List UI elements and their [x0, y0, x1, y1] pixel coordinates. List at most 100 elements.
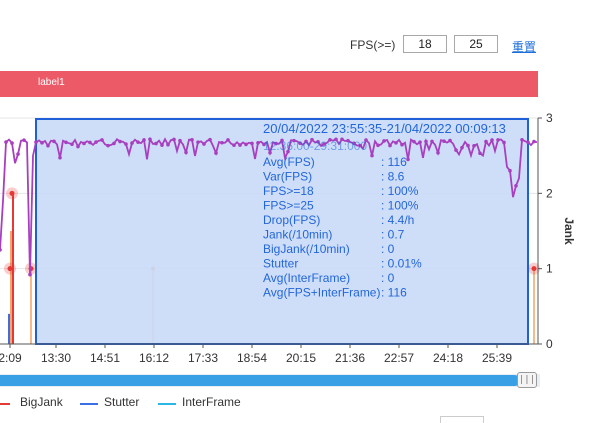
scrollbar-drag-handle[interactable]: |||: [517, 372, 537, 388]
fps-point: [34, 140, 38, 144]
fps-point: [196, 140, 200, 144]
reset-button[interactable]: 重置: [512, 40, 537, 54]
fps-point: [226, 138, 230, 142]
stat-value: : 100%: [381, 184, 419, 198]
fps-point: [346, 138, 350, 143]
fps-point: [328, 138, 332, 142]
fps-point: [370, 153, 374, 158]
chart-marks: [4, 187, 540, 344]
selection-time-range: 20/04/2022 23:55:35-21/04/2022 00:09:13: [263, 121, 506, 136]
stat-label: Avg(FPS): [263, 155, 315, 169]
fps-point: [292, 138, 296, 143]
fps-point: [382, 139, 386, 143]
stat-value: : 0: [381, 242, 395, 256]
fps-point: [154, 141, 158, 146]
fps-timeline-chart[interactable]: 2:09 13:30 14:51 16:12 17:33 18:54 20:15 21:36 2…: [0, 100, 600, 372]
fps-point: [310, 137, 314, 142]
fps-point: [76, 144, 80, 149]
fps-point: [64, 140, 68, 145]
fps-point: [460, 145, 464, 150]
stat-value: : 100%: [381, 199, 419, 213]
fps-point: [298, 141, 302, 145]
fps-point: [238, 143, 242, 147]
fps-point: [472, 144, 476, 148]
fps-point: [100, 138, 104, 142]
legend-item-stutter[interactable]: Stutter: [104, 395, 140, 409]
fps-point: [364, 138, 368, 142]
fps-point: [190, 138, 194, 142]
fps-point: [268, 150, 272, 155]
fps-point: [106, 143, 110, 148]
bigjank-point-1: [9, 190, 15, 196]
fps-point: [322, 142, 326, 146]
y-tick-label: 0: [546, 337, 553, 351]
fps-point: [442, 139, 446, 143]
fps-point: [220, 140, 224, 145]
fps-point: [70, 142, 74, 147]
fps-point: [304, 139, 308, 144]
legend-swatch-bigjank: [0, 403, 10, 405]
stat-label: BigJank(/10min): [263, 242, 350, 256]
legend-item-interframe[interactable]: InterFrame: [182, 395, 241, 409]
fps-point: [58, 155, 62, 160]
fps-point: [184, 150, 188, 155]
stat-label: Var(FPS): [263, 170, 312, 184]
fps-threshold-label: FPS(>=): [350, 38, 396, 52]
fps-point: [178, 138, 182, 143]
selection-region[interactable]: [35, 118, 529, 345]
fps-series-points: [0, 137, 536, 277]
fps-point: [454, 148, 458, 152]
stat-value: : 0.01%: [381, 257, 422, 271]
x-tick-label: 24:18: [433, 351, 463, 365]
fps-point: [10, 141, 14, 145]
y-axis-label: Jank: [562, 217, 576, 245]
fps-point: [160, 143, 164, 147]
fps-point: [496, 138, 500, 142]
fps-point: [262, 142, 266, 147]
fps-point: [358, 143, 362, 148]
fps-point: [406, 157, 410, 162]
legend-item-bigjank[interactable]: BigJank: [20, 395, 63, 409]
fps-point: [112, 141, 116, 146]
stat-label: Jank(/10min): [263, 228, 332, 242]
fps-threshold-input-1[interactable]: [403, 35, 447, 53]
fps-point: [334, 137, 338, 142]
fps-point: [28, 272, 32, 277]
fps-point: [514, 184, 518, 188]
selection-overlay-text: 12:36:00-29:31:000: [263, 139, 367, 153]
label-track-bar[interactable]: [0, 71, 538, 97]
stat-value: : 0.7: [381, 228, 405, 242]
fps-threshold-input-2[interactable]: [454, 35, 498, 53]
fps-point: [40, 141, 44, 145]
stat-label: Avg(InterFrame): [263, 271, 350, 285]
fps-point: [286, 149, 290, 154]
x-tick-label: 25:39: [482, 351, 512, 365]
fps-point: [142, 138, 146, 142]
timeline-scrollbar-range[interactable]: [0, 375, 520, 386]
fps-point: [502, 140, 506, 145]
fps-point: [46, 143, 50, 148]
x-tick-label: 2:09: [0, 351, 22, 365]
fps-point: [394, 141, 398, 145]
x-tick-label: 18:54: [237, 351, 267, 365]
stat-label: FPS>=18: [263, 184, 314, 198]
stat-label: Stutter: [263, 257, 298, 271]
fps-point: [130, 141, 134, 145]
fps-point: [418, 140, 422, 144]
x-tick-label: 20:15: [286, 351, 316, 365]
fps-point: [490, 138, 494, 142]
bigjank-point-end: [531, 266, 537, 272]
fps-point: [466, 143, 470, 148]
fps-point: [388, 143, 392, 148]
fps-point: [400, 142, 404, 147]
fps-point: [412, 139, 416, 144]
fps-point: [88, 140, 92, 145]
fps-point: [124, 142, 128, 146]
x-tick-label: 21:36: [335, 351, 365, 365]
fps-point: [448, 138, 452, 143]
y-tick-label: 1: [546, 262, 553, 276]
fps-point: [280, 138, 284, 143]
fps-filter-bar: FPS(>=) 重置: [0, 0, 600, 66]
x-tick-label: 14:51: [90, 351, 120, 365]
stat-value: : 0: [381, 271, 395, 285]
